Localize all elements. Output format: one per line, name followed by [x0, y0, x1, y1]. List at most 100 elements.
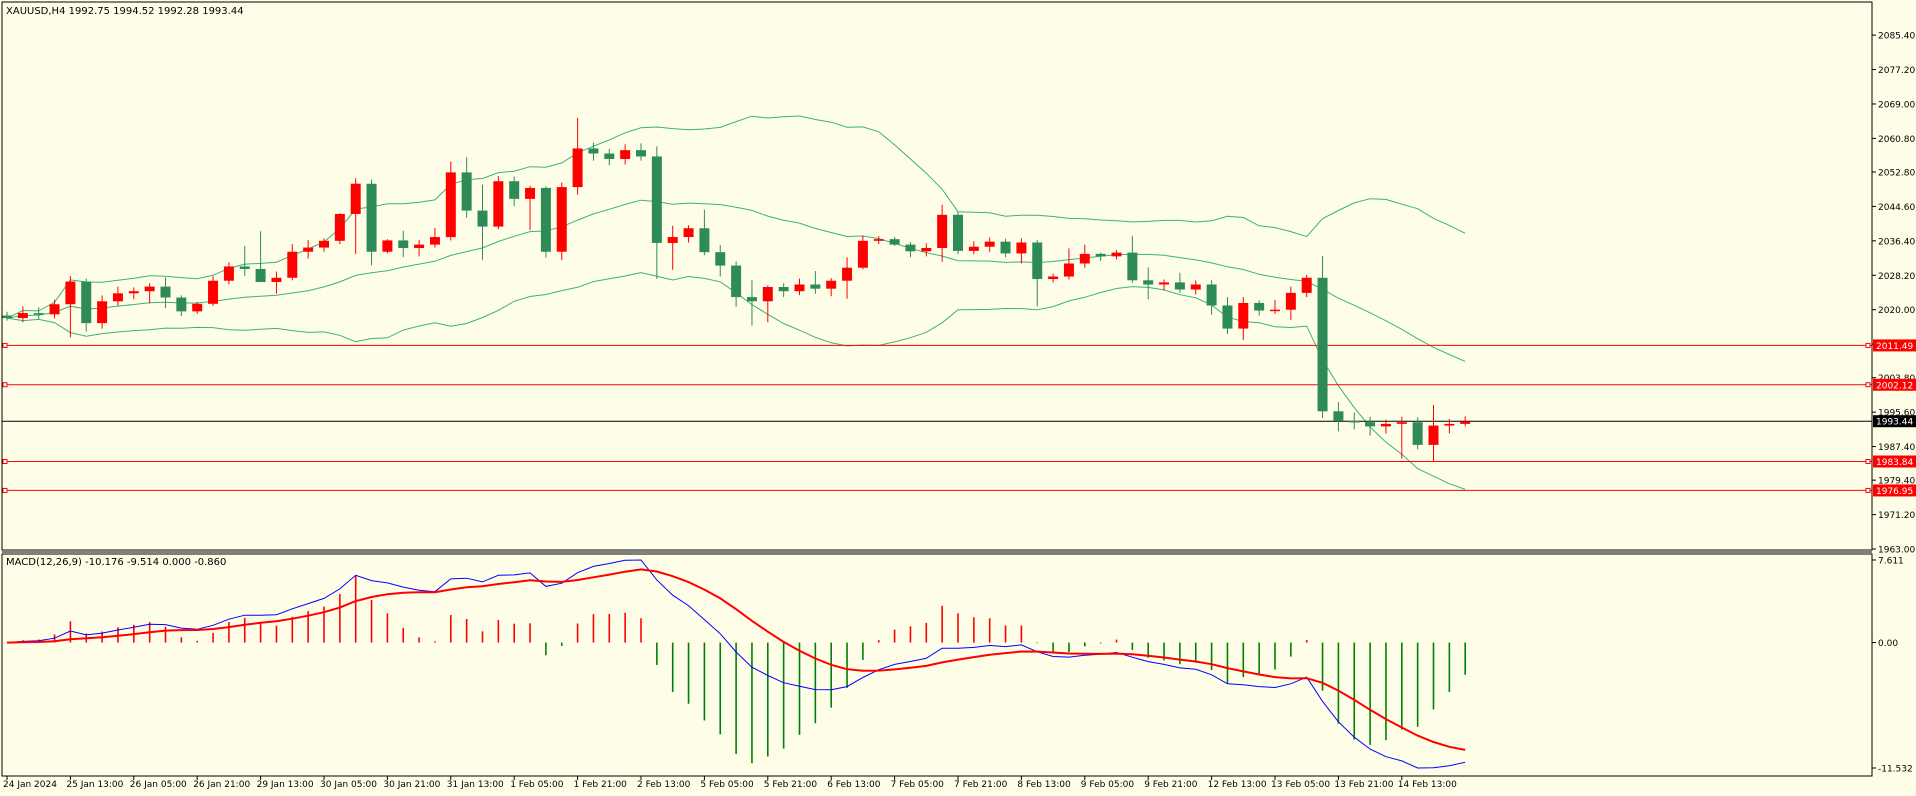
candle[interactable] [493, 176, 504, 230]
candle[interactable] [255, 231, 266, 282]
level-anchor[interactable] [1865, 382, 1871, 388]
candle[interactable] [1460, 416, 1471, 427]
candle[interactable] [1111, 250, 1122, 260]
candle[interactable] [1016, 238, 1027, 264]
candle[interactable] [144, 283, 155, 304]
candle[interactable] [651, 146, 662, 280]
candle[interactable] [873, 236, 884, 245]
candle[interactable] [382, 239, 393, 254]
level-anchor[interactable] [2, 342, 8, 348]
candle[interactable] [350, 178, 361, 254]
candle[interactable] [33, 307, 44, 319]
candle[interactable] [826, 278, 837, 297]
candle[interactable] [65, 276, 76, 338]
candle[interactable] [572, 117, 583, 195]
level-anchor[interactable] [2, 487, 8, 493]
candle[interactable] [1238, 297, 1249, 340]
candle[interactable] [1396, 416, 1407, 459]
candle[interactable] [17, 306, 28, 323]
candle[interactable] [1206, 280, 1217, 315]
level-anchor[interactable] [1865, 342, 1871, 348]
candle[interactable] [556, 182, 567, 261]
candle[interactable] [49, 299, 60, 319]
level-anchor[interactable] [1865, 487, 1871, 493]
candle[interactable] [699, 209, 710, 256]
candle[interactable] [319, 238, 329, 252]
candle[interactable] [1127, 235, 1138, 283]
candle[interactable] [1190, 280, 1201, 295]
candle[interactable] [604, 148, 615, 166]
level-anchor[interactable] [2, 459, 8, 465]
candle[interactable] [429, 227, 440, 248]
candle[interactable] [1365, 416, 1376, 436]
candle[interactable] [1317, 255, 1328, 419]
candle[interactable] [1270, 300, 1280, 314]
candle[interactable] [366, 179, 377, 266]
candle[interactable] [97, 295, 108, 329]
candle[interactable] [223, 262, 234, 285]
candle[interactable] [683, 225, 694, 243]
candle[interactable] [921, 243, 932, 257]
candle[interactable] [715, 245, 726, 277]
candle[interactable] [620, 144, 631, 165]
price-pane[interactable] [2, 115, 1872, 493]
candle[interactable] [509, 176, 520, 206]
candle[interactable] [984, 237, 995, 252]
candle[interactable] [1159, 279, 1170, 291]
candle[interactable] [112, 286, 123, 306]
candle[interactable] [540, 186, 551, 258]
candle[interactable] [857, 235, 868, 270]
candle[interactable] [588, 142, 599, 161]
candle[interactable] [445, 161, 456, 241]
candle[interactable] [636, 143, 646, 161]
candle[interactable] [176, 295, 187, 316]
candle[interactable] [81, 278, 92, 332]
candle[interactable] [398, 230, 409, 258]
candle[interactable] [303, 239, 314, 259]
candle[interactable] [1380, 419, 1391, 434]
candle[interactable] [794, 278, 805, 295]
candle[interactable] [953, 211, 963, 255]
candle[interactable] [477, 184, 488, 260]
candle[interactable] [1444, 418, 1455, 434]
candle[interactable] [461, 157, 472, 218]
candle[interactable] [1222, 297, 1233, 335]
macd-pane[interactable] [6, 559, 1466, 769]
candle[interactable] [667, 225, 678, 270]
candle[interactable] [334, 213, 345, 245]
candle[interactable] [1333, 402, 1344, 432]
candle[interactable] [1174, 272, 1185, 293]
candle[interactable] [414, 239, 425, 257]
candle[interactable] [208, 276, 219, 306]
candle[interactable] [192, 302, 203, 314]
candle[interactable] [1412, 417, 1423, 450]
candle[interactable] [271, 271, 282, 294]
candle[interactable] [1000, 238, 1011, 258]
candle[interactable] [1079, 244, 1090, 268]
candle[interactable] [1285, 286, 1296, 321]
candle[interactable] [1254, 300, 1265, 316]
candle[interactable] [239, 245, 250, 277]
candle[interactable] [160, 277, 171, 309]
candle[interactable] [2, 311, 12, 321]
candle[interactable] [1143, 267, 1154, 300]
candle[interactable] [731, 261, 742, 307]
candle[interactable] [810, 271, 821, 294]
candle[interactable] [778, 283, 789, 298]
candle[interactable] [762, 285, 773, 323]
candle[interactable] [525, 185, 536, 230]
level-anchor[interactable] [2, 382, 8, 388]
candle[interactable] [1095, 252, 1106, 261]
candle[interactable] [128, 287, 139, 300]
candle[interactable] [1301, 274, 1312, 298]
candle[interactable] [1063, 248, 1074, 280]
candle[interactable] [746, 280, 757, 326]
candle[interactable] [937, 204, 948, 262]
candle[interactable] [842, 257, 853, 299]
candle[interactable] [968, 241, 979, 255]
candle[interactable] [1428, 404, 1439, 461]
candle[interactable] [905, 242, 916, 258]
candle[interactable] [1349, 412, 1360, 430]
